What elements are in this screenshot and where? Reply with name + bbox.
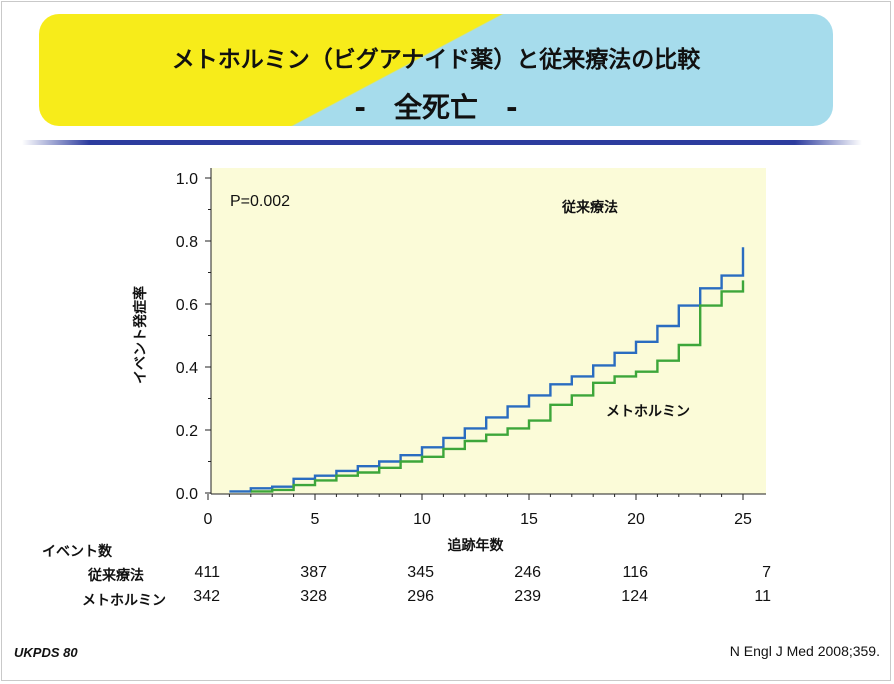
events-table-header: イベント数 <box>42 544 112 560</box>
series-line-metformin <box>250 280 745 493</box>
y-axis-label: イベント発症率 <box>132 286 149 384</box>
events-cell: 116 <box>622 564 648 581</box>
y-tick-label: 1.0 <box>176 171 198 188</box>
events-cell: 342 <box>193 588 220 605</box>
x-tick-label: 5 <box>311 511 320 528</box>
title-divider <box>22 140 862 145</box>
events-cell: 387 <box>300 564 327 581</box>
y-tick-label: 0.4 <box>176 360 198 377</box>
events-cell: 124 <box>621 588 648 605</box>
footer-study-label: UKPDS 80 <box>14 645 78 660</box>
events-cell: 328 <box>300 588 327 605</box>
events-row-label-metformin: メトホルミン <box>82 593 166 609</box>
title-main: メトホルミン（ビグアナイド薬）と従来療法の比較 <box>171 47 701 73</box>
events-cell: 239 <box>514 588 541 605</box>
plot-area <box>211 168 766 494</box>
events-cell: 7 <box>762 564 771 581</box>
series-label-metformin: メトホルミン <box>606 404 690 420</box>
y-tick-label: 0.8 <box>176 234 198 251</box>
events-cell: 411 <box>194 564 220 581</box>
x-tick-label: 10 <box>413 511 431 528</box>
y-tick-label: 0.6 <box>176 297 198 314</box>
events-cell: 11 <box>754 588 771 605</box>
footer-citation: N Engl J Med 2008;359. <box>729 643 880 659</box>
title-sub: - 全死亡 - <box>354 91 518 124</box>
y-tick-label: 0.2 <box>176 423 198 440</box>
x-tick-label: 15 <box>520 511 538 528</box>
y-tick-label: 0.0 <box>176 486 198 503</box>
events-cell: 345 <box>407 564 434 581</box>
x-axis-label: 追跡年数 <box>448 537 505 554</box>
events-row-label-conventional: 従来療法 <box>88 568 144 584</box>
x-tick-label: 20 <box>627 511 645 528</box>
p-value-annotation: P=0.002 <box>230 193 290 210</box>
events-cell: 296 <box>407 588 434 605</box>
series-label-conventional: 従来療法 <box>561 199 618 216</box>
events-cell: 246 <box>514 564 541 581</box>
series-line-conventional <box>229 247 745 493</box>
x-tick-label: 25 <box>734 511 752 528</box>
title-banner: メトホルミン（ビグアナイド薬）と従来療法の比較 - 全死亡 - <box>39 14 833 126</box>
x-tick-label: 0 <box>204 511 213 528</box>
